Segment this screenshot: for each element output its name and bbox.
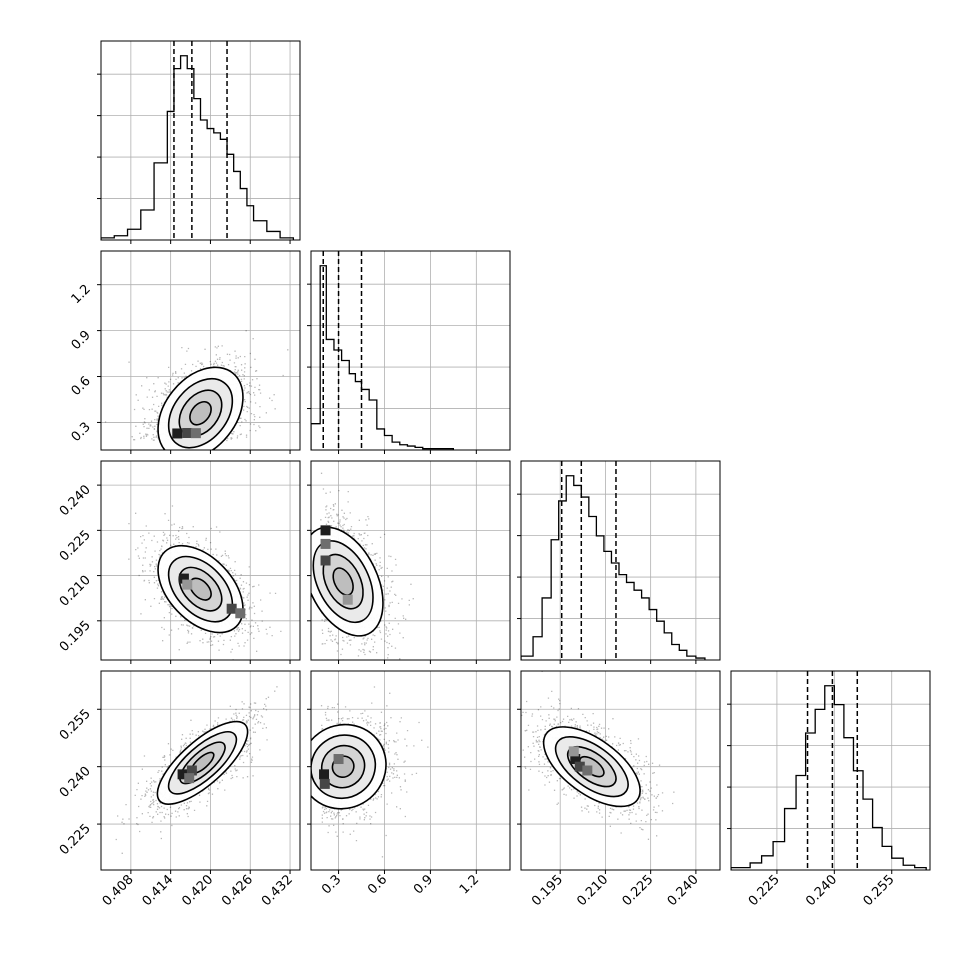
density-cell bbox=[319, 769, 330, 780]
y-tick-label: 0.9 bbox=[69, 328, 94, 353]
panel-frame bbox=[310, 460, 511, 661]
density-cell bbox=[320, 555, 331, 566]
histogram-step bbox=[521, 475, 706, 660]
x-tick-label: 0.225 bbox=[620, 872, 657, 909]
density-cell bbox=[570, 754, 581, 765]
x-tick-label: 0.195 bbox=[529, 872, 566, 909]
scatter-panel-3-0 bbox=[101, 671, 300, 870]
panel-frame bbox=[100, 40, 301, 241]
density-cell bbox=[574, 761, 585, 772]
y-tick-label: 0.195 bbox=[57, 618, 94, 655]
panel-frame bbox=[100, 250, 301, 451]
density-cell bbox=[319, 778, 330, 789]
hist-panel-3 bbox=[731, 671, 930, 870]
x-tick-label: 0.240 bbox=[803, 872, 840, 909]
y-tick-label: 0.225 bbox=[57, 821, 94, 858]
density-cell bbox=[178, 573, 189, 584]
density-cell bbox=[333, 754, 344, 765]
density-contour bbox=[332, 567, 354, 596]
density-cell bbox=[235, 608, 246, 619]
panel-frame bbox=[520, 670, 721, 871]
density-cell bbox=[582, 765, 593, 776]
x-tick-label: 0.420 bbox=[179, 872, 216, 909]
density-cell bbox=[177, 769, 188, 780]
scatter-panel-1-0 bbox=[101, 251, 300, 450]
density-cell bbox=[182, 579, 193, 590]
scatter-panel-2-0 bbox=[101, 461, 300, 660]
x-tick-label: 0.225 bbox=[746, 872, 783, 909]
x-tick-label: 0.408 bbox=[100, 872, 137, 909]
density-cell bbox=[320, 525, 331, 536]
density-contour bbox=[189, 400, 212, 426]
hist-panel-2 bbox=[521, 461, 720, 660]
x-tick-label: 0.426 bbox=[219, 872, 256, 909]
y-tick-label: 0.240 bbox=[57, 482, 94, 519]
x-tick-label: 0.9 bbox=[411, 872, 436, 897]
density-cell bbox=[172, 428, 183, 439]
hist-panel-1 bbox=[311, 251, 510, 450]
y-tick-label: 0.255 bbox=[57, 706, 94, 743]
density-cell bbox=[186, 765, 197, 776]
x-tick-label: 0.414 bbox=[140, 872, 177, 909]
histogram-step bbox=[731, 685, 927, 870]
density-cell bbox=[182, 428, 193, 439]
x-tick-label: 1.2 bbox=[457, 872, 482, 897]
density-cell bbox=[320, 538, 331, 549]
histogram-step bbox=[311, 265, 455, 450]
hist-panel-0 bbox=[101, 41, 300, 240]
scatter-panel-3-1 bbox=[311, 671, 510, 870]
panel-frame bbox=[100, 460, 301, 661]
panel-frame bbox=[100, 670, 301, 871]
x-tick-label: 0.255 bbox=[861, 872, 898, 909]
scatter-panel-3-2 bbox=[521, 671, 720, 870]
histogram-step bbox=[101, 55, 295, 240]
y-tick-label: 0.240 bbox=[57, 764, 94, 801]
y-tick-label: 0.210 bbox=[57, 573, 94, 610]
panel-frame bbox=[310, 670, 511, 871]
y-tick-label: 1.2 bbox=[69, 282, 94, 307]
scatter-panel-2-1 bbox=[311, 461, 510, 660]
density-cell bbox=[184, 773, 195, 784]
y-tick-label: 0.6 bbox=[69, 374, 94, 399]
y-tick-label: 0.225 bbox=[57, 528, 94, 565]
density-cell bbox=[568, 746, 579, 757]
x-tick-label: 0.6 bbox=[365, 872, 390, 897]
density-cell bbox=[226, 603, 237, 614]
x-tick-label: 0.3 bbox=[319, 872, 344, 897]
x-tick-label: 0.210 bbox=[574, 872, 611, 909]
x-tick-label: 0.240 bbox=[665, 872, 702, 909]
panel-frame bbox=[730, 670, 931, 871]
y-tick-label: 0.3 bbox=[69, 420, 94, 445]
density-cell bbox=[342, 594, 353, 605]
panel-frame bbox=[310, 250, 511, 451]
density-cell bbox=[190, 428, 201, 439]
panel-frame bbox=[520, 460, 721, 661]
x-tick-label: 0.432 bbox=[259, 872, 296, 909]
